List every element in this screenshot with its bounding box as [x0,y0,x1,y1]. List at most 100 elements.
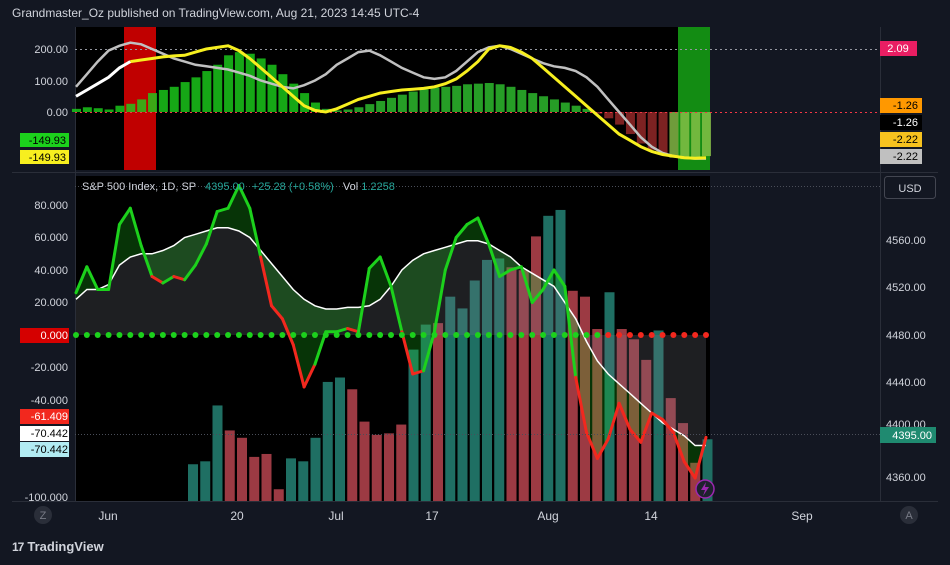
top-hist-bar [702,112,711,157]
volume-bar [420,324,431,501]
zero-dot [605,332,612,338]
lightning-icon[interactable] [695,479,715,499]
oscillator-segment [432,268,447,334]
zero-dot [149,332,156,338]
top-hist-bar [625,112,635,135]
oscillator-segment [639,411,654,444]
oscillator-segment [585,431,599,460]
volume-bar [592,329,603,501]
oscillator-segment [346,327,360,334]
zoom-reset-button[interactable]: Z [34,506,52,524]
zero-dot [311,332,318,338]
top-tick: 100.00 [34,76,68,88]
top-yellow-line [130,44,707,160]
volume-bar [494,258,505,501]
top-hist-bar [647,112,657,150]
last-price-label: 4395.00 [892,430,932,442]
zero-dot [540,332,547,338]
top-hist-bar [300,93,310,112]
currency-button[interactable]: USD [884,176,936,199]
badge-bg [880,115,922,130]
time-axis-tick: Jul [328,509,343,523]
top-hist-bar [419,89,429,112]
volume-bar [224,430,235,501]
volume-bar [237,437,247,501]
top-hist-bar [528,93,538,112]
zero-dot [485,332,492,338]
top-hist-bar [615,112,625,125]
oscillator-segment [508,265,523,272]
top-left-badge-yellow: -149.93 [29,152,66,164]
zero-dot [246,332,253,338]
volume-bar [604,292,615,501]
top-hist-bar [387,97,396,112]
top-right-badge-gold: -2.22 [893,134,918,146]
top-silver-line [75,41,706,160]
oscillator-segment [150,275,165,285]
top-hist-bar [72,108,81,112]
oscillator-segment [454,223,469,239]
zero-dot [333,332,340,338]
volume-bar [347,389,358,501]
top-hist-bar [560,102,570,112]
oscillator-segment [606,401,621,441]
zero-dot [572,332,579,338]
top-hist-bar [408,91,418,112]
oscillator-segment [389,284,404,334]
top-hist-bar [484,83,494,112]
oscillator-segment [204,210,219,246]
zero-dot [464,332,471,338]
auto-scale-button[interactable]: A [900,506,918,524]
top-left-badges: -149.93 -149.93 [20,133,69,164]
zero-dot [94,332,101,338]
volume-bar [445,296,456,501]
legend-price: 4395.00 [205,181,245,193]
top-hist-bar [452,85,462,112]
zero-dot [225,332,232,338]
tradingview-brand[interactable]: 17 TradingView [12,539,104,554]
top-tick: 200.00 [34,44,68,56]
oscillator-segment [682,460,697,480]
volume-bar [212,405,223,501]
zero-dot [214,332,221,338]
oscillator-segment [85,265,100,291]
zero-dot [594,332,601,338]
badge-bg [20,133,69,147]
zero-dot [105,332,112,338]
zero-dot [550,332,557,338]
top-hist-bar [104,109,114,112]
volume-bar [322,381,333,501]
oscillator-segment [443,236,458,272]
oscillator-segment [270,304,284,321]
top-hist-bar [582,108,592,112]
volume-bar [518,270,529,501]
time-axis-tick: Sep [791,509,813,523]
left-axis-tick: -70.442 [31,444,68,456]
time-axis-tick: 14 [644,509,658,523]
oscillator-segment [161,275,176,285]
zero-dot [290,332,297,338]
zero-dot [73,332,79,338]
publish-header: Grandmaster_Oz published on TradingView.… [12,6,420,20]
zero-dot [648,332,655,338]
oscillator-segment [74,265,89,295]
time-axis-tick: 20 [230,509,244,523]
oscillator-segment [280,317,295,347]
zero-dot [181,332,188,338]
top-hist-bar [191,77,201,112]
top-hist-bar [180,82,190,112]
legend[interactable]: S&P 500 Index, 1D, SP 4395.00 +25.28 (+0… [82,181,395,193]
zero-dot [496,332,503,338]
zero-dot [420,332,427,338]
legend-vol-value: 1.2258 [361,181,395,193]
brand-name: TradingView [27,539,104,554]
legend-change: +25.28 (+0.58%) [252,181,334,193]
left-axis-tick: -70.442 [31,428,68,440]
left-axis-tick: -61.409 [31,411,68,423]
left-axis-tick: -20.000 [31,362,68,374]
oscillator-segment [476,216,491,246]
volume-bar [261,453,272,501]
time-axis-tick: 17 [425,509,439,523]
top-hist-bar [658,112,668,155]
top-hist-bar [669,112,679,158]
